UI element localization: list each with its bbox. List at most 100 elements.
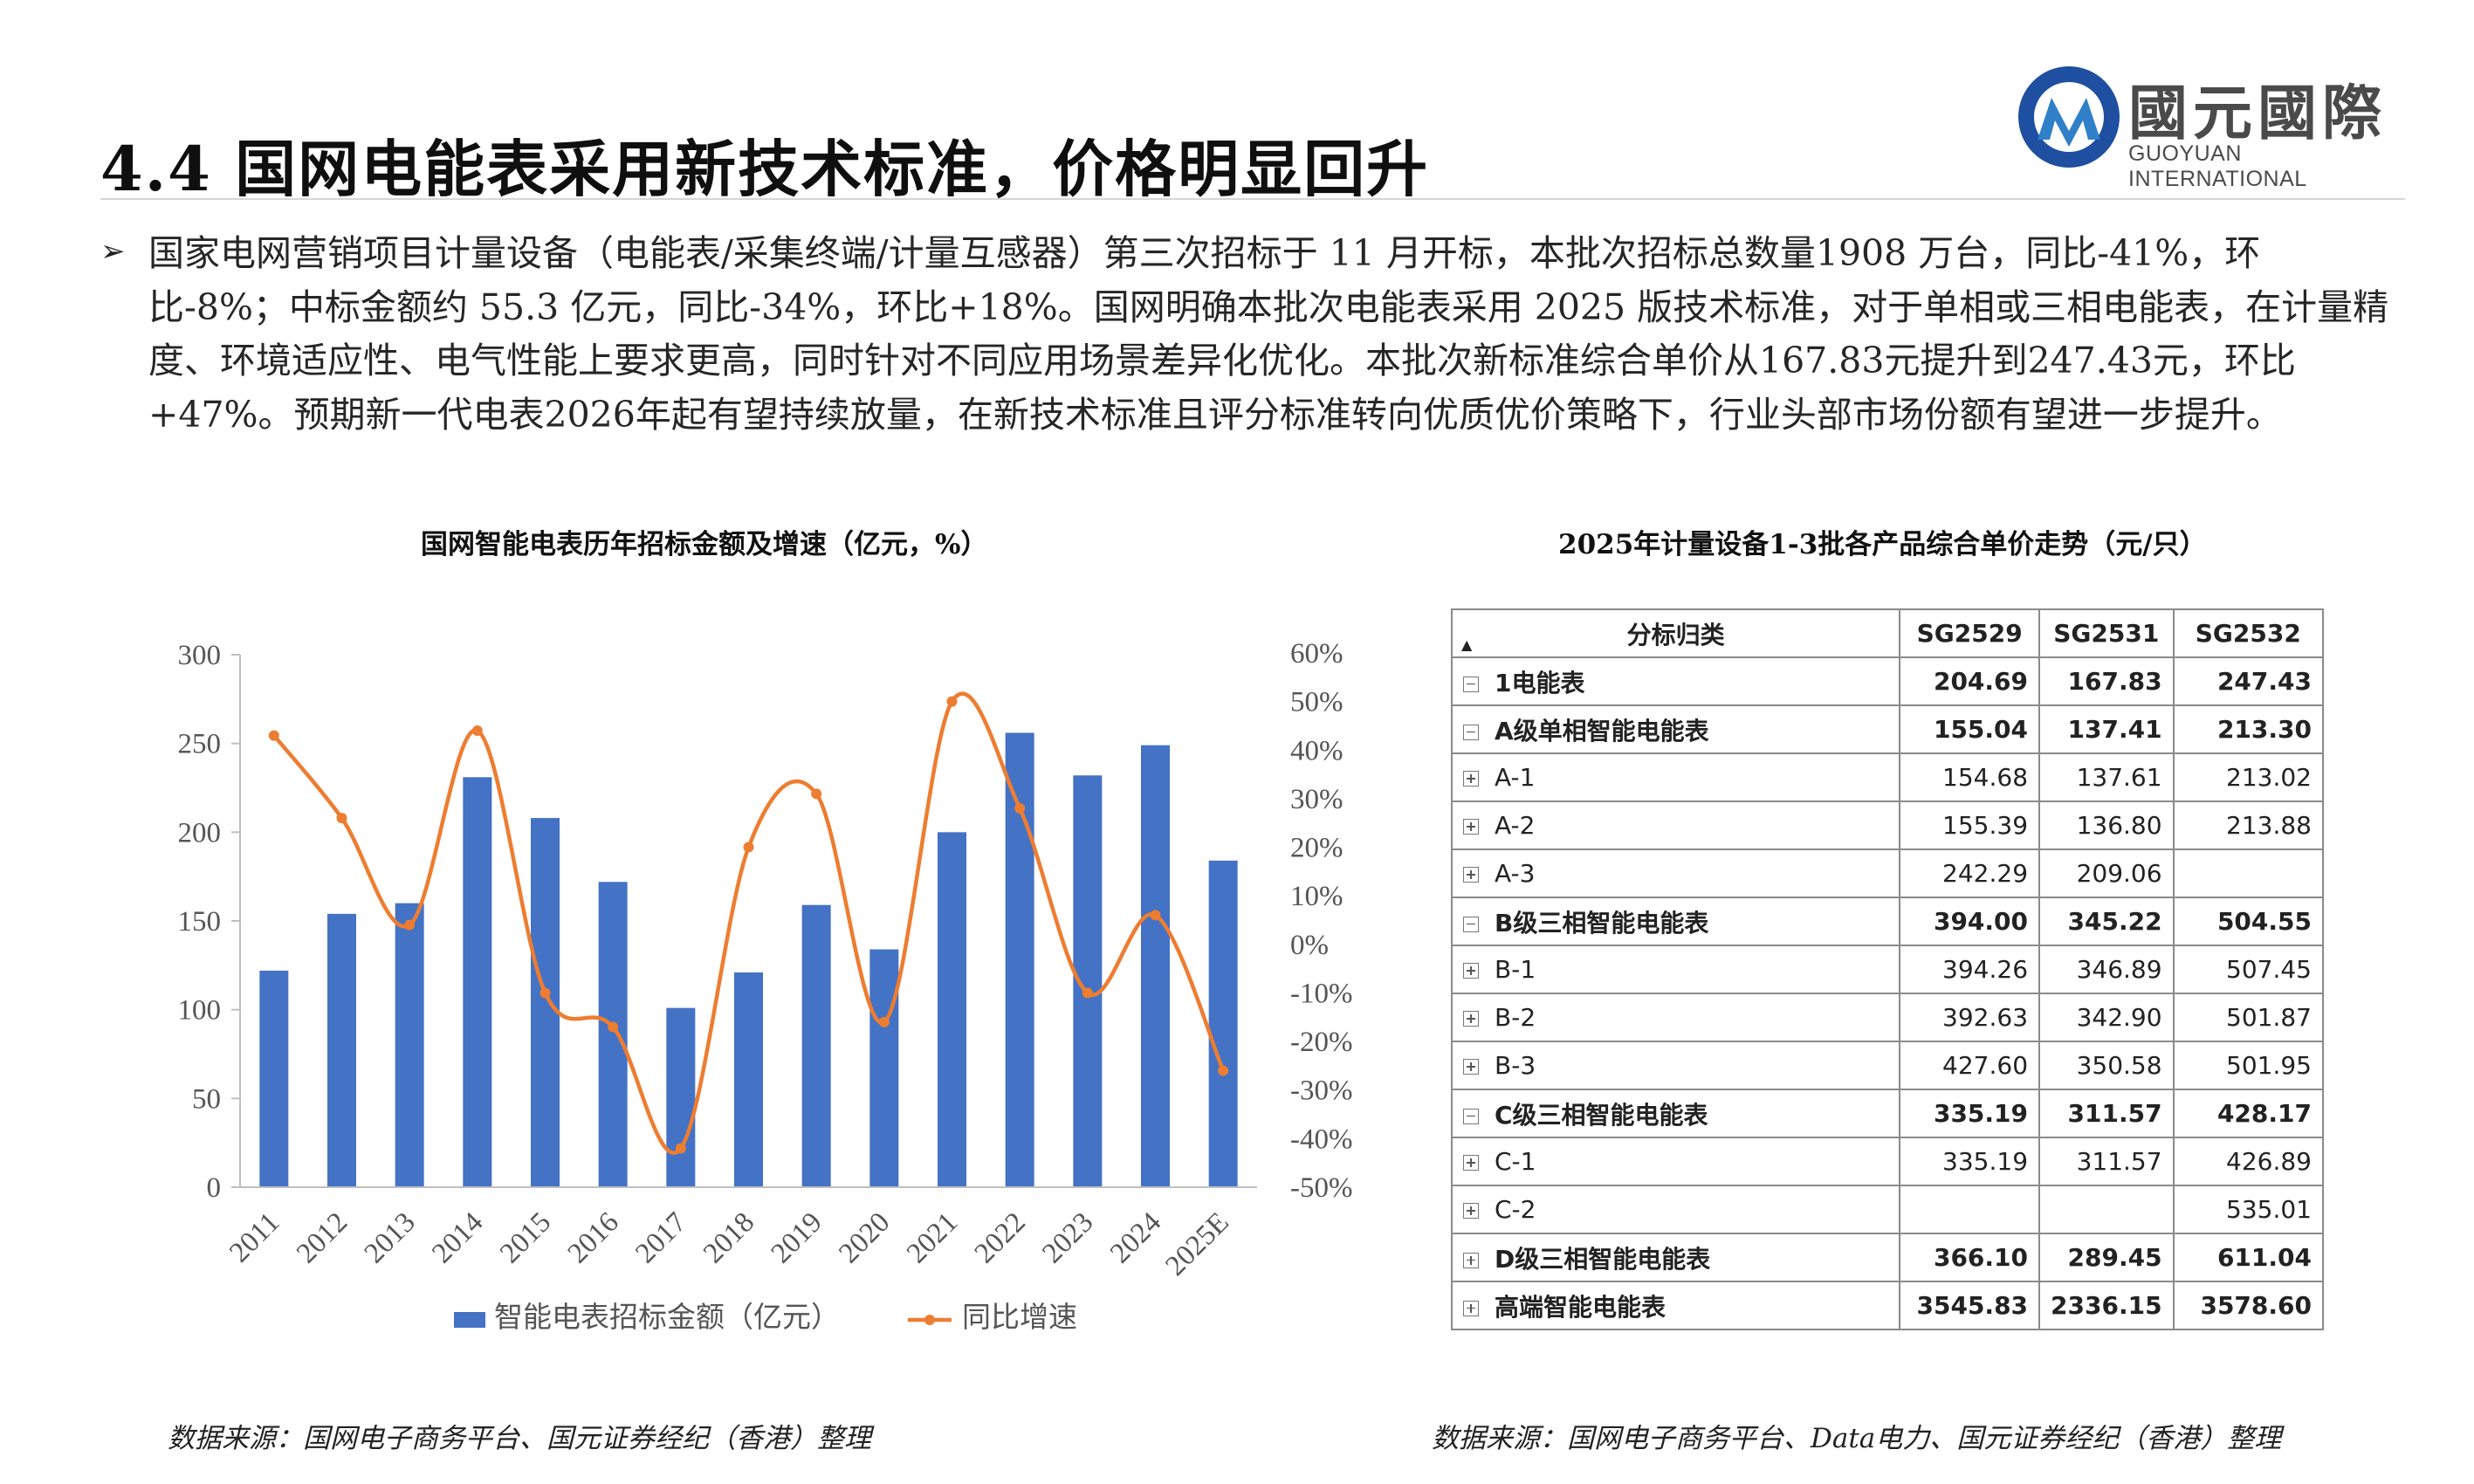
row-label: C级三相智能电能表	[1495, 1100, 1708, 1130]
row-label: A级单相智能电能表	[1495, 716, 1709, 745]
table-row: C级三相智能电能表 335.19 311.57 428.17	[1450, 1089, 2325, 1138]
collapse-icon[interactable]	[1463, 1108, 1479, 1124]
value-cell	[2038, 1185, 2175, 1234]
row-label-cell: B-2	[1450, 993, 1901, 1042]
value-cell	[1899, 1185, 2041, 1234]
value-cell: 137.61	[2038, 752, 2175, 802]
value-cell: 136.80	[2038, 800, 2175, 850]
expand-icon[interactable]	[1463, 1155, 1479, 1171]
bar	[463, 777, 492, 1187]
row-label: B-2	[1495, 1003, 1536, 1032]
left-source-note: 数据来源：国网电子商务平台、国元证券经纪（香港）整理	[168, 1423, 871, 1454]
value-cell: 611.04	[2172, 1233, 2325, 1282]
page-title: 4.4 国网电能表采用新技术标准，价格明显回升	[100, 133, 1430, 205]
summary-paragraph: 国家电网营销项目计量设备（电能表/采集终端/计量互感器）第三次招标于 11 月开…	[148, 232, 2389, 436]
expand-icon[interactable]	[1463, 1300, 1479, 1316]
value-cell: 289.45	[2038, 1233, 2175, 1282]
collapse-icon[interactable]	[1463, 916, 1479, 932]
bar	[395, 903, 424, 1187]
x-tick-label: 2018	[698, 1206, 760, 1269]
line-point	[675, 1143, 686, 1154]
table-row: 1电能表 204.69 167.83 247.43	[1450, 656, 2325, 706]
table-row: C-1 335.19 311.57 426.89	[1450, 1137, 2325, 1186]
collapse-icon[interactable]	[1463, 724, 1479, 740]
row-label: B-1	[1495, 955, 1536, 984]
y-right-tick-label: 0%	[1290, 930, 1329, 961]
table-row: A级单相智能电能表 155.04 137.41 213.30	[1450, 704, 2325, 754]
value-cell: 342.90	[2038, 993, 2175, 1042]
header-category[interactable]: 分标归类 ▲	[1450, 608, 1901, 658]
x-tick-label: 2013	[359, 1206, 422, 1269]
x-tick-label: 2011	[223, 1206, 285, 1268]
expand-icon[interactable]	[1463, 1059, 1479, 1075]
table-row: A-3 242.29 209.06	[1450, 848, 2325, 898]
value-cell: 204.69	[1899, 656, 2041, 706]
row-label-cell: C-1	[1450, 1137, 1901, 1186]
table-row: B级三相智能电能表 394.00 345.22 504.55	[1450, 897, 2325, 946]
line-point	[878, 1016, 890, 1027]
line-point	[268, 730, 279, 741]
value-cell: 350.58	[2038, 1041, 2175, 1090]
x-tick-label: 2023	[1036, 1206, 1099, 1269]
value-cell: 137.41	[2038, 704, 2175, 754]
value-cell: 394.26	[1899, 945, 2041, 994]
expand-icon[interactable]	[1463, 963, 1479, 979]
y-right-tick-label: 30%	[1290, 784, 1344, 815]
value-cell: 345.22	[2038, 897, 2175, 946]
table-row: B-1 394.26 346.89 507.45	[1450, 945, 2325, 994]
logo-text-cn: 國元國際	[2128, 79, 2388, 148]
row-label-cell: C级三相智能电能表	[1450, 1089, 1901, 1138]
x-tick-label: 2014	[426, 1206, 489, 1269]
row-label-cell: C-2	[1450, 1185, 1901, 1234]
value-cell: 213.02	[2172, 752, 2325, 802]
value-cell: 427.60	[1899, 1041, 2041, 1090]
value-cell: 335.19	[1899, 1089, 2041, 1138]
row-label-cell: A-2	[1450, 800, 1901, 850]
legend: 智能电表招标金额（亿元） 同比增速	[454, 1302, 1077, 1334]
table-row: A-2 155.39 136.80 213.88	[1450, 800, 2325, 850]
value-cell: 213.30	[2172, 704, 2325, 754]
expand-icon[interactable]	[1463, 1011, 1479, 1027]
sort-up-icon[interactable]: ▲	[1461, 636, 1473, 653]
right-source-note: 数据来源：国网电子商务平台、Data电力、国元证券经纪（香港）整理	[1432, 1423, 2282, 1454]
value-cell: 311.57	[2038, 1089, 2175, 1138]
value-cell: 167.83	[2038, 656, 2175, 706]
bar	[801, 904, 831, 1187]
y-right-tick-label: -10%	[1290, 978, 1352, 1009]
line-point	[1014, 803, 1026, 814]
x-tick-label: 2025E	[1159, 1206, 1234, 1281]
line-point	[608, 1021, 619, 1033]
row-label-cell: B-1	[1450, 945, 1901, 994]
table-row: B-3 427.60 350.58 501.95	[1450, 1041, 2325, 1090]
header-sg2531[interactable]: SG2531	[2038, 608, 2175, 658]
row-label: A-1	[1495, 763, 1536, 792]
value-cell: 242.29	[1899, 848, 2041, 898]
expand-icon[interactable]	[1463, 819, 1479, 835]
table-row: C-2 535.01	[1450, 1185, 2325, 1234]
expand-icon[interactable]	[1463, 771, 1479, 787]
expand-icon[interactable]	[1463, 867, 1479, 883]
y-right-tick-label: 60%	[1290, 638, 1344, 670]
table-row: A-1 154.68 137.61 213.02	[1450, 752, 2325, 802]
header-sg2532[interactable]: SG2532	[2172, 608, 2325, 658]
y-axis-right: -50% -40% -30% -20% -10% 0% 10% 20% 30% 40% 50% 60%	[1290, 638, 1352, 1204]
value-cell: 426.89	[2172, 1137, 2325, 1186]
value-cell: 335.19	[1899, 1137, 2041, 1186]
x-tick-label: 2019	[766, 1206, 828, 1269]
line-point	[1150, 910, 1161, 921]
y-right-tick-label: 10%	[1290, 881, 1344, 912]
expand-icon[interactable]	[1463, 1252, 1479, 1268]
bar	[327, 913, 356, 1187]
row-label-cell: B-3	[1450, 1041, 1901, 1090]
line-point	[743, 842, 754, 853]
row-label-cell: B级三相智能电能表	[1450, 897, 1901, 946]
bar	[734, 972, 763, 1187]
row-label-cell: 高端智能电能表	[1450, 1281, 1901, 1330]
expand-icon[interactable]	[1463, 1203, 1479, 1219]
header-sg2529[interactable]: SG2529	[1899, 608, 2041, 658]
collapse-icon[interactable]	[1463, 676, 1479, 692]
header-divider	[100, 198, 2405, 200]
bar	[869, 949, 899, 1187]
bar	[666, 1007, 696, 1187]
value-cell: 311.57	[2038, 1137, 2175, 1186]
